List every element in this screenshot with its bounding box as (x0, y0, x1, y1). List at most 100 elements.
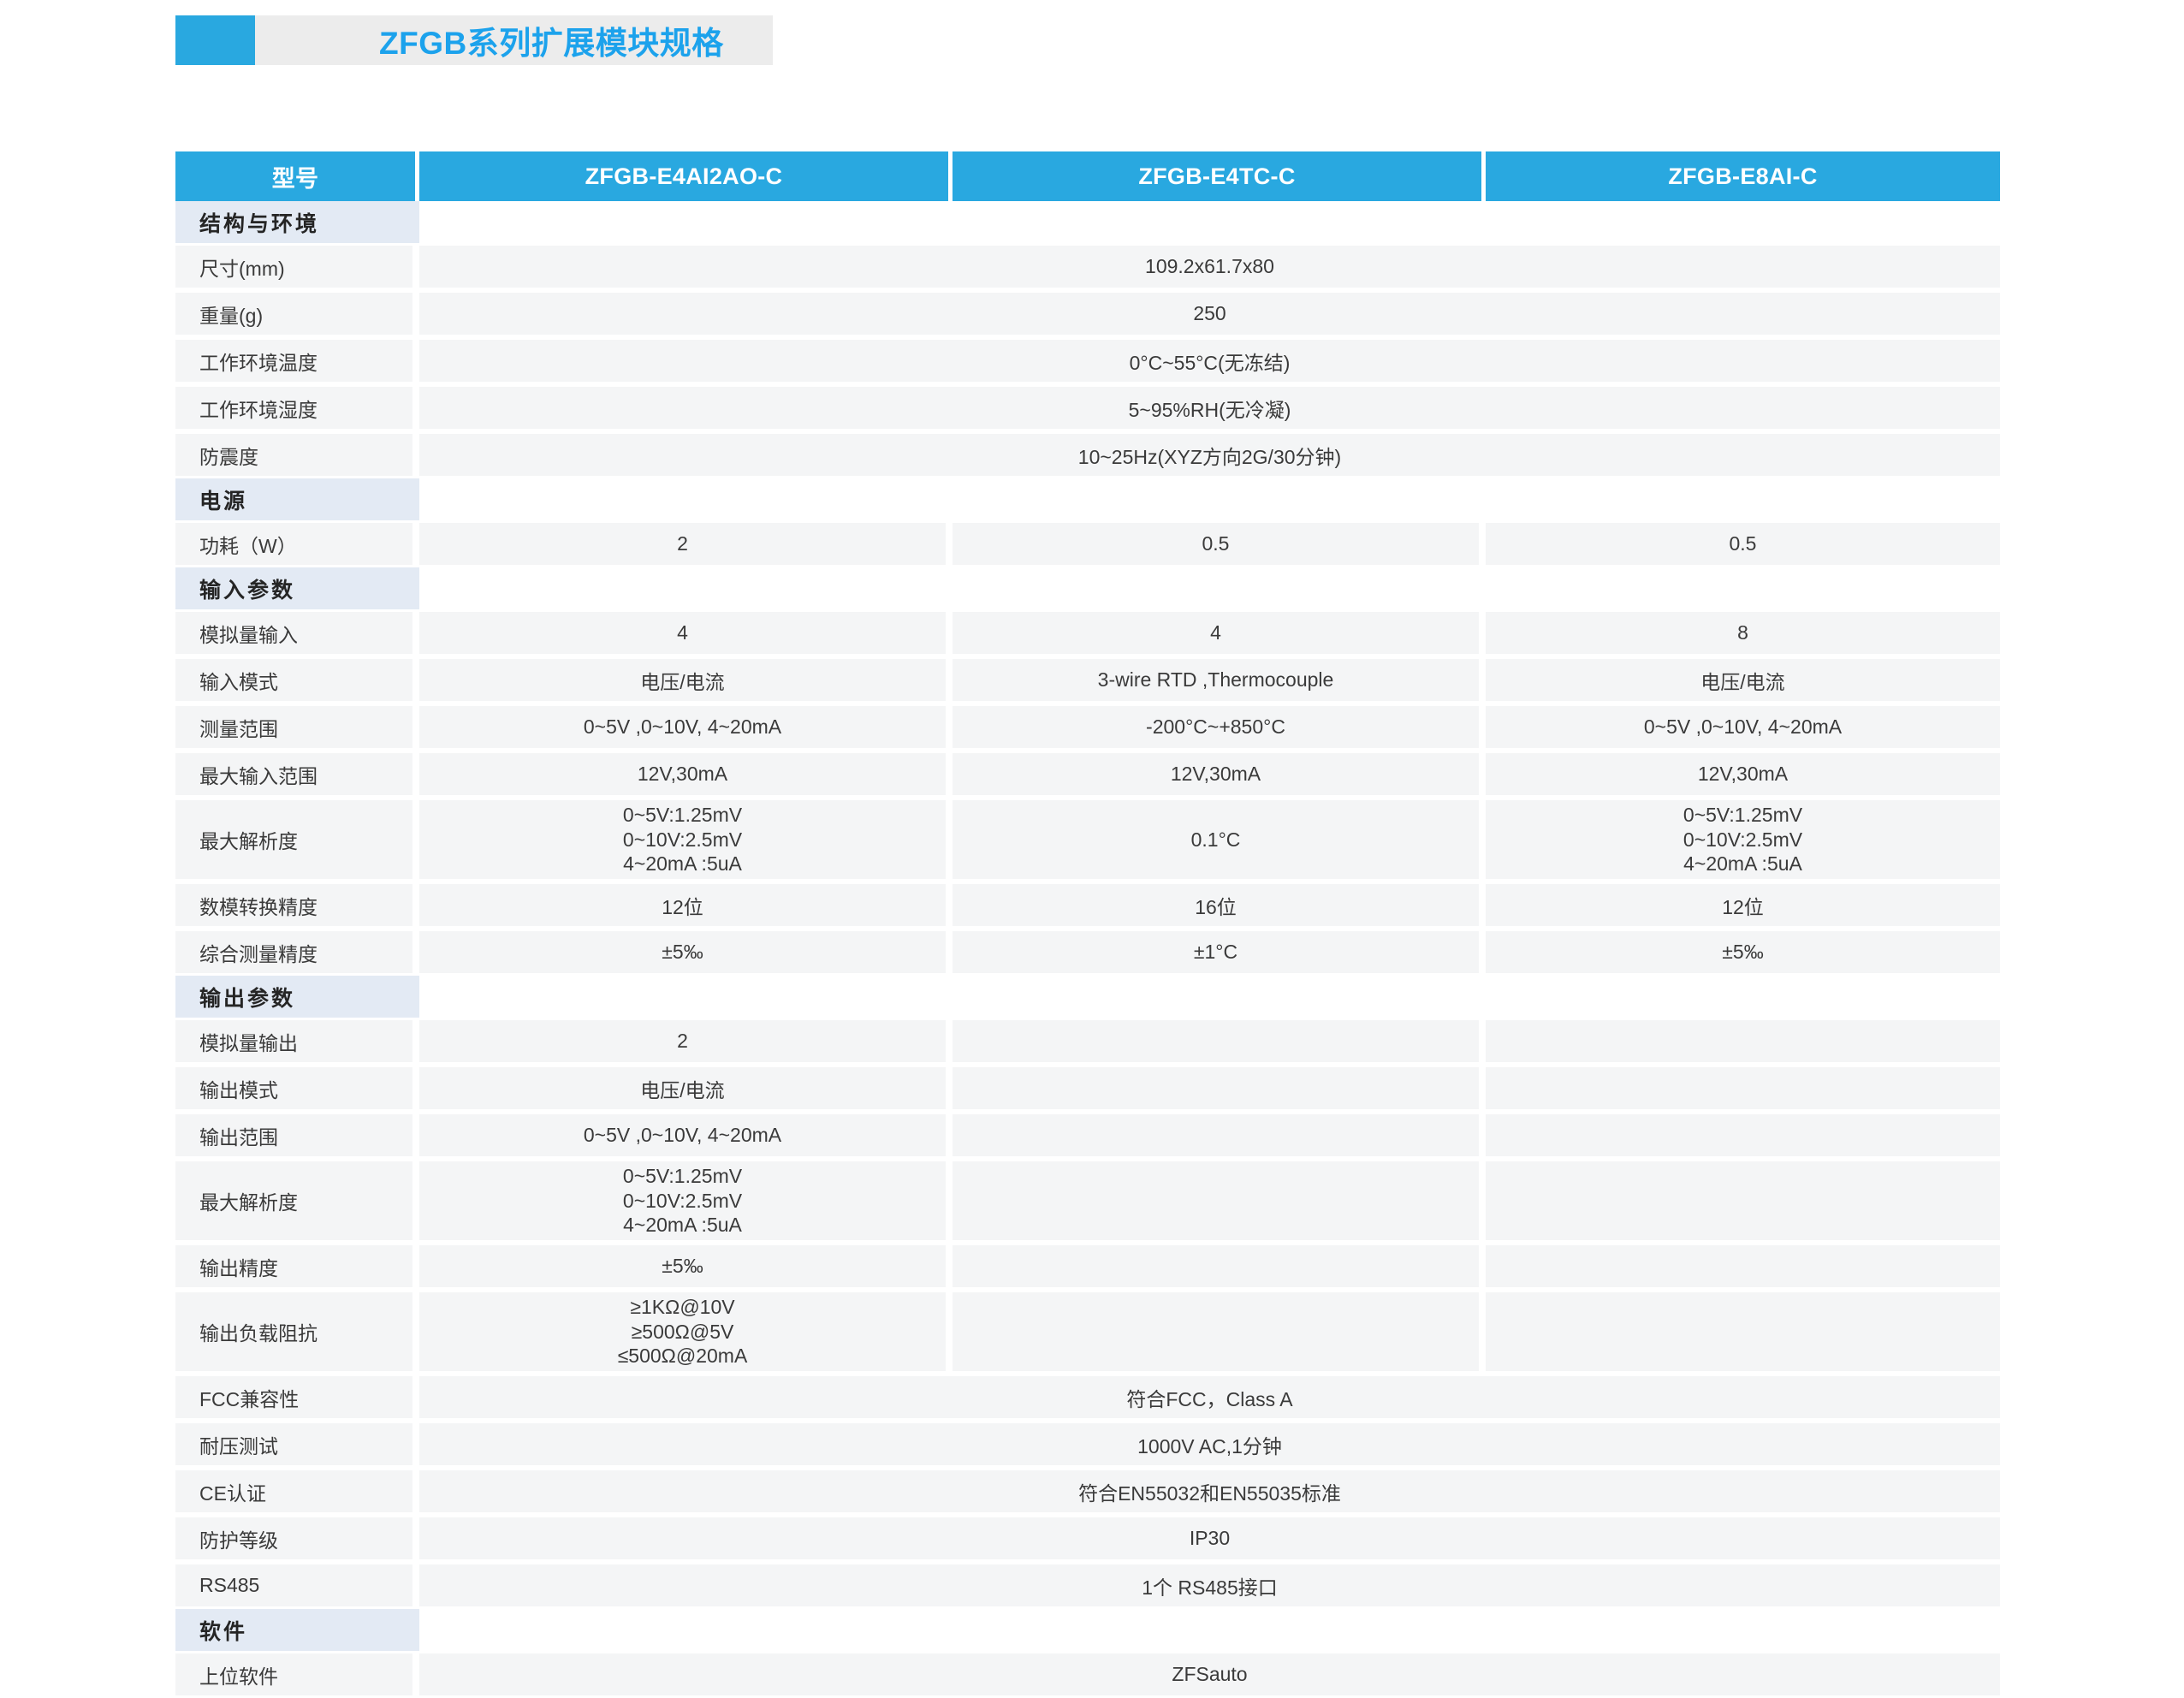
table-row: 功耗（W） 2 0.5 0.5 (175, 520, 2000, 567)
row-value-col2: 4 (953, 609, 1486, 656)
row-value-col1: 电压/电流 (419, 656, 953, 704)
column-header-e4ai2ao: ZFGB-E4AI2AO-C (419, 151, 953, 201)
table-row: 最大解析度 0~5V:1.25mV 0~10V:2.5mV 4~20mA :5uA 0.… (175, 798, 2000, 882)
row-label: 工作环境湿度 (175, 384, 419, 431)
column-header-model: 型号 (175, 151, 419, 201)
row-value-col1: 12V,30mA (419, 751, 953, 798)
row-value-merged: 1000V AC,1分钟 (419, 1421, 2000, 1468)
section-header-spacer (419, 1609, 2000, 1651)
row-value-col2: 0.1°C (953, 798, 1486, 882)
table-row: 防震度 10~25Hz(XYZ方向2G/30分钟) (175, 431, 2000, 478)
row-value-col2: -200°C~+850°C (953, 704, 1486, 751)
row-label: 防护等级 (175, 1515, 419, 1562)
row-value-col3: 0~5V:1.25mV 0~10V:2.5mV 4~20mA :5uA (1486, 798, 2000, 882)
row-value-col2 (953, 1290, 1486, 1374)
row-value-col2 (953, 1243, 1486, 1290)
row-label: 重量(g) (175, 290, 419, 337)
row-value-col2: 3-wire RTD ,Thermocouple (953, 656, 1486, 704)
row-value-col1: 0~5V ,0~10V, 4~20mA (419, 704, 953, 751)
section-header-label: 结构与环境 (175, 201, 419, 243)
row-value-col1: ±5‰ (419, 929, 953, 976)
table-row: 综合测量精度 ±5‰ ±1°C ±5‰ (175, 929, 2000, 976)
row-value-col1: 电压/电流 (419, 1065, 953, 1112)
table-body: 结构与环境 尺寸(mm) 109.2x61.7x80 重量(g) 250 工作环境温度 0°… (175, 201, 2000, 1698)
section-header-row: 输出参数 (175, 976, 2000, 1018)
title-band: ZFGB系列扩展模块规格 (255, 15, 773, 65)
row-value-col1: 0~5V:1.25mV 0~10V:2.5mV 4~20mA :5uA (419, 798, 953, 882)
table-row: 上位软件 ZFSauto (175, 1651, 2000, 1698)
table-row: 耐压测试 1000V AC,1分钟 (175, 1421, 2000, 1468)
table-row: 模拟量输出 2 (175, 1018, 2000, 1065)
row-label: FCC兼容性 (175, 1374, 419, 1421)
row-value-col3 (1486, 1065, 2000, 1112)
column-header-e8ai: ZFGB-E8AI-C (1486, 151, 2000, 201)
row-value-merged: 109.2x61.7x80 (419, 243, 2000, 290)
table-row: RS485 1个 RS485接口 (175, 1562, 2000, 1609)
row-value-col2: ±1°C (953, 929, 1486, 976)
row-value-merged: 5~95%RH(无冷凝) (419, 384, 2000, 431)
table-row: 输出范围 0~5V ,0~10V, 4~20mA (175, 1112, 2000, 1159)
row-label: 工作环境温度 (175, 337, 419, 384)
row-label: 模拟量输入 (175, 609, 419, 656)
table-row: CE认证 符合EN55032和EN55035标准 (175, 1468, 2000, 1515)
row-value-col2: 12V,30mA (953, 751, 1486, 798)
row-value-col1: 0~5V ,0~10V, 4~20mA (419, 1112, 953, 1159)
section-header-spacer (419, 201, 2000, 243)
table-row: 输出精度 ±5‰ (175, 1243, 2000, 1290)
row-value-col1: 0~5V:1.25mV 0~10V:2.5mV 4~20mA :5uA (419, 1159, 953, 1243)
row-value-col3 (1486, 1112, 2000, 1159)
row-label: 输出负载阻抗 (175, 1290, 419, 1374)
row-value-merged: IP30 (419, 1515, 2000, 1562)
row-value-merged: ZFSauto (419, 1651, 2000, 1698)
row-label: 输出范围 (175, 1112, 419, 1159)
table-row: FCC兼容性 符合FCC，Class A (175, 1374, 2000, 1421)
row-value-col2: 16位 (953, 882, 1486, 929)
row-label: 最大解析度 (175, 798, 419, 882)
table-row: 输入模式 电压/电流 3-wire RTD ,Thermocouple 电压/电流 (175, 656, 2000, 704)
row-value-col3: ±5‰ (1486, 929, 2000, 976)
table-row: 尺寸(mm) 109.2x61.7x80 (175, 243, 2000, 290)
table-row: 防护等级 IP30 (175, 1515, 2000, 1562)
row-value-col1: ≥1KΩ@10V ≥500Ω@5V ≤500Ω@20mA (419, 1290, 953, 1374)
table-header-row: 型号 ZFGB-E4AI2AO-C ZFGB-E4TC-C ZFGB-E8AI-… (175, 151, 2000, 201)
row-value-col1: ±5‰ (419, 1243, 953, 1290)
specification-table: 型号 ZFGB-E4AI2AO-C ZFGB-E4TC-C ZFGB-E8AI-… (175, 151, 2000, 1698)
row-value-col2 (953, 1159, 1486, 1243)
row-label: 模拟量输出 (175, 1018, 419, 1065)
row-label: 功耗（W） (175, 520, 419, 567)
row-label: 耐压测试 (175, 1421, 419, 1468)
section-header-spacer (419, 567, 2000, 609)
row-value-col3: 8 (1486, 609, 2000, 656)
title-accent-swatch (175, 15, 255, 65)
row-value-merged: 10~25Hz(XYZ方向2G/30分钟) (419, 431, 2000, 478)
table-row: 重量(g) 250 (175, 290, 2000, 337)
column-header-e4tc: ZFGB-E4TC-C (953, 151, 1486, 201)
row-value-col1: 12位 (419, 882, 953, 929)
page-title-banner: ZFGB系列扩展模块规格 (175, 15, 773, 65)
table-row: 输出模式 电压/电流 (175, 1065, 2000, 1112)
row-value-col1: 2 (419, 1018, 953, 1065)
row-label: 上位软件 (175, 1651, 419, 1698)
table-row: 工作环境温度 0°C~55°C(无冻结) (175, 337, 2000, 384)
row-label: 输入模式 (175, 656, 419, 704)
section-header-label: 输入参数 (175, 567, 419, 609)
row-label: 防震度 (175, 431, 419, 478)
row-value-col3: 0~5V ,0~10V, 4~20mA (1486, 704, 2000, 751)
table-row: 工作环境湿度 5~95%RH(无冷凝) (175, 384, 2000, 431)
row-value-col2 (953, 1018, 1486, 1065)
table-row: 模拟量输入 4 4 8 (175, 609, 2000, 656)
row-label: 输出精度 (175, 1243, 419, 1290)
row-value-col3 (1486, 1018, 2000, 1065)
row-label: CE认证 (175, 1468, 419, 1515)
row-value-col3: 0.5 (1486, 520, 2000, 567)
row-value-merged: 1个 RS485接口 (419, 1562, 2000, 1609)
section-header-row: 电源 (175, 478, 2000, 520)
table-row: 最大解析度 0~5V:1.25mV 0~10V:2.5mV 4~20mA :5uA (175, 1159, 2000, 1243)
row-value-col3: 电压/电流 (1486, 656, 2000, 704)
row-value-col1: 2 (419, 520, 953, 567)
section-header-row: 输入参数 (175, 567, 2000, 609)
row-value-col1: 4 (419, 609, 953, 656)
row-value-col3 (1486, 1290, 2000, 1374)
section-header-spacer (419, 478, 2000, 520)
row-label: 数模转换精度 (175, 882, 419, 929)
